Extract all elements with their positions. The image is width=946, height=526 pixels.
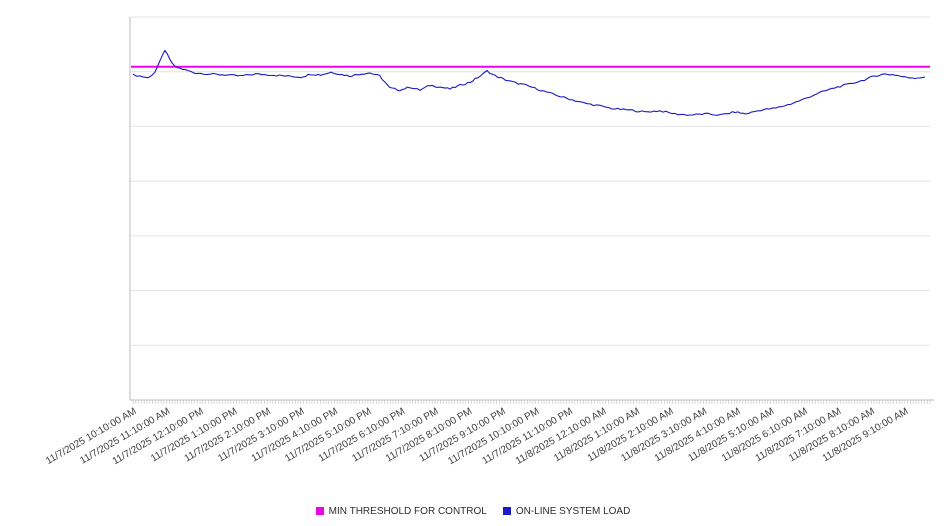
legend-item-system-load[interactable]: ON-LINE SYSTEM LOAD [502, 505, 631, 517]
legend-item-min-threshold[interactable]: MIN THRESHOLD FOR CONTROL [315, 505, 487, 517]
legend-label-load: ON-LINE SYSTEM LOAD [515, 505, 631, 517]
chart-legend: MIN THRESHOLD FOR CONTROL ON-LINE SYSTEM… [0, 502, 946, 520]
system-load-line[interactable] [132, 49, 926, 116]
legend-swatch-load-icon [502, 507, 511, 515]
legend-swatch-threshold-icon [315, 507, 324, 515]
legend-label-threshold: MIN THRESHOLD FOR CONTROL [328, 505, 487, 517]
